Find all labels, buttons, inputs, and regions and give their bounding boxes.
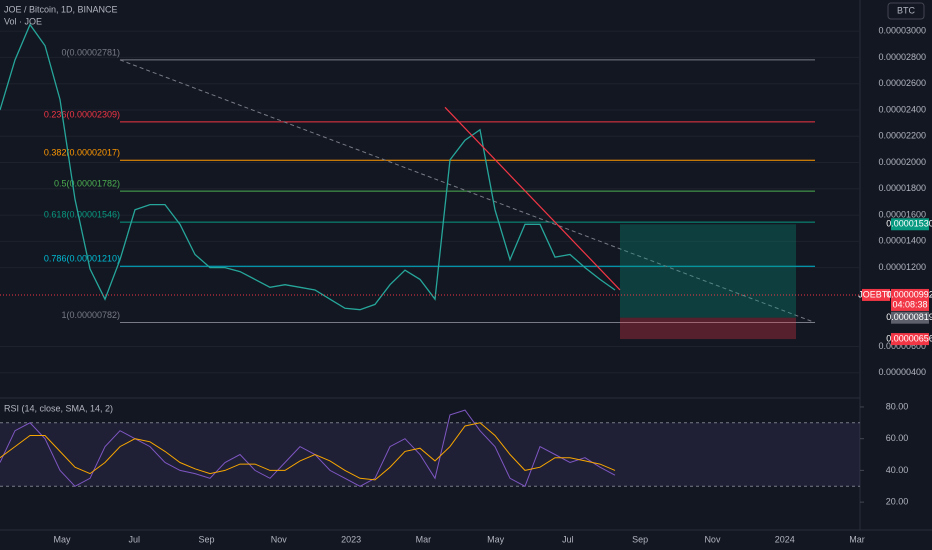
y-tick-label: 0.00001400 [878, 236, 926, 246]
currency-button[interactable] [887, 2, 925, 20]
rsi-line [0, 409, 616, 488]
rsi-tick-label: 40.00 [886, 465, 909, 475]
target-tag [891, 218, 929, 231]
rsi-title: RSI (14, close, SMA, 14, 2) [4, 403, 113, 413]
stop-tag-label: 0.00000656 [886, 333, 932, 343]
symbol-tag-label: JOEBTC [858, 289, 894, 299]
last-price-tag [891, 288, 929, 311]
y-tick-label: 0.00000600 [878, 341, 926, 351]
x-tick-label: May [53, 534, 71, 544]
x-tick-label: 2024 [775, 534, 795, 544]
x-tick-label: Mar [849, 534, 865, 544]
rsi-line [0, 422, 616, 481]
x-tick-label: Nov [271, 534, 288, 544]
y-tick-label: 0.00001800 [878, 183, 926, 193]
countdown-label: 04:08:38 [892, 299, 927, 309]
fib-trend [119, 59, 816, 324]
fib-label: 0.786(0.00001210) [44, 254, 120, 264]
symbol-tag [862, 288, 890, 301]
fib-label: 0.5(0.00001782) [54, 179, 120, 189]
fib-label: 0(0.00002781) [61, 47, 120, 57]
trendline [444, 106, 621, 291]
fib-label: 0.618(0.00001546) [44, 210, 120, 220]
rsi-tick-label: 20.00 [886, 497, 909, 507]
fib-label: 1(0.00000782) [61, 310, 120, 320]
rsi-tick-label: 60.00 [886, 433, 909, 443]
stop-tag [891, 333, 929, 346]
x-tick-label: May [487, 534, 505, 544]
target-zone [620, 224, 796, 318]
rsi-tick-label: 80.00 [886, 401, 909, 411]
volume-label: Vol · JOE [4, 16, 42, 26]
x-tick-label: Sep [632, 534, 648, 544]
fib-label: 0.236(0.00002309) [44, 109, 120, 119]
x-tick-label: Jul [562, 534, 574, 544]
y-tick-label: 0.00002000 [878, 157, 926, 167]
currency-button-label[interactable]: BTC [897, 5, 916, 15]
fib-label: 0.382(0.00002017) [44, 148, 120, 158]
entry-tag-label: 0.00000819 [886, 312, 932, 322]
rsi-band [0, 422, 860, 487]
x-tick-label: Mar [416, 534, 432, 544]
entry-tag [891, 311, 929, 324]
target-tag-label: 0.00001530 [886, 219, 932, 229]
x-tick-label: Jul [129, 534, 141, 544]
y-tick-label: 0.00002600 [878, 78, 926, 88]
x-tick-label: Nov [704, 534, 721, 544]
x-tick-label: Sep [199, 534, 215, 544]
y-tick-label: 0.00002200 [878, 131, 926, 141]
y-tick-label: 0.00002800 [878, 52, 926, 62]
chart-title: JOE / Bitcoin, 1D, BINANCE [4, 4, 118, 14]
y-tick-label: 0.00000400 [878, 367, 926, 377]
y-tick-label: 0.00001600 [878, 209, 926, 219]
y-tick-label: 0.00001200 [878, 262, 926, 272]
y-tick-label: 0.00003000 [878, 26, 926, 36]
last-price-label: 0.00000992 [886, 289, 932, 299]
stop-zone [620, 317, 796, 340]
x-tick-label: 2023 [341, 534, 361, 544]
price-line [0, 23, 616, 311]
y-tick-label: 0.00002400 [878, 104, 926, 114]
